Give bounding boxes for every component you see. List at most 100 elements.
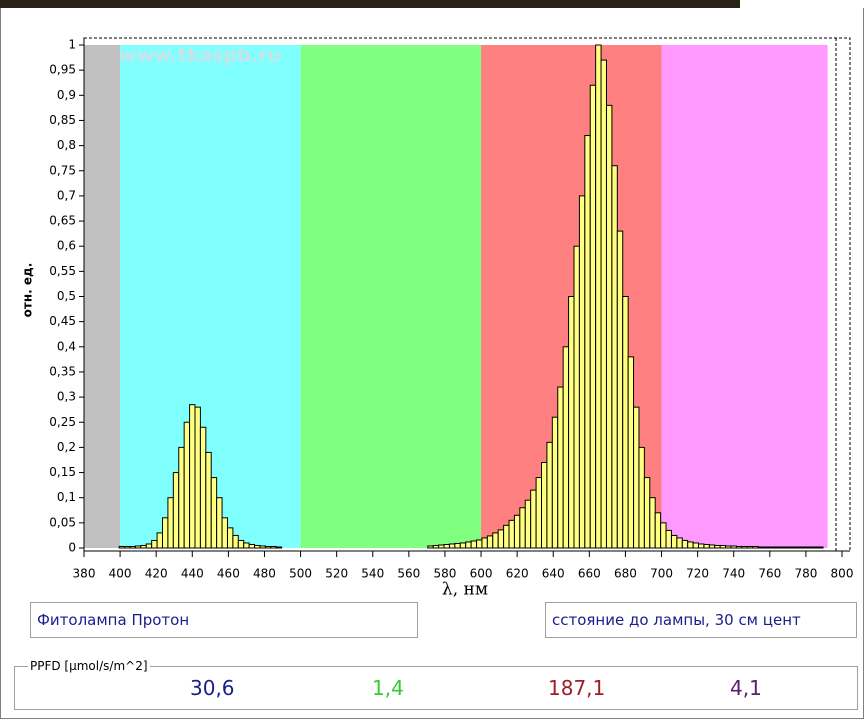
- bar: [768, 546, 775, 549]
- bar: [145, 543, 153, 549]
- ppfd-blue: 30,6: [190, 676, 235, 700]
- bar: [205, 451, 212, 549]
- bar: [226, 527, 234, 549]
- x-tick-label: 380: [73, 567, 96, 581]
- bar: [513, 514, 521, 549]
- bar: [432, 544, 440, 549]
- x-tick-label: 720: [686, 567, 709, 581]
- y-tick-label: 0,3: [57, 390, 76, 404]
- bar: [568, 296, 575, 549]
- bar: [151, 539, 158, 549]
- y-tick-label: 0,25: [49, 415, 76, 429]
- x-tick-label: 740: [722, 567, 745, 581]
- spectral-band: [661, 45, 828, 548]
- bar: [172, 472, 180, 549]
- bar: [681, 539, 689, 549]
- y-tick-label: 0,4: [57, 339, 76, 353]
- x-axis-label: λ, нм: [442, 580, 488, 600]
- bar: [194, 406, 201, 549]
- bar: [795, 546, 802, 549]
- x-tick-label: 420: [145, 567, 168, 581]
- bar: [530, 489, 537, 549]
- x-tick-label: 540: [361, 567, 384, 581]
- bar: [676, 537, 683, 549]
- y-tick-label: 0,75: [49, 163, 76, 177]
- y-tick-label: 0,6: [57, 239, 76, 253]
- bar: [448, 543, 456, 549]
- bar: [703, 543, 710, 549]
- lamp-name-field[interactable]: Фитолампа Протон: [30, 602, 418, 638]
- x-tick-label: 800: [831, 567, 854, 581]
- bar: [189, 404, 196, 549]
- bar: [725, 545, 732, 549]
- y-tick-label: 0,2: [57, 440, 76, 454]
- top-strip: [0, 0, 740, 8]
- bar: [508, 519, 515, 549]
- bar: [129, 545, 136, 549]
- bar: [454, 542, 461, 549]
- y-axis-label: отн. ед.: [21, 263, 35, 318]
- distance-field[interactable]: сстояние до лампы, 30 см цент: [545, 602, 857, 638]
- x-tick-label: 440: [181, 567, 204, 581]
- bar: [486, 535, 494, 549]
- y-tick-label: 0,15: [49, 465, 76, 479]
- spectral-band: [84, 45, 121, 548]
- bar: [670, 534, 678, 549]
- y-tick-label: 0,35: [49, 364, 76, 378]
- bar: [584, 135, 591, 549]
- y-tick-label: 0,7: [57, 188, 76, 202]
- ppfd-far-red: 4,1: [730, 676, 762, 700]
- bar: [578, 195, 586, 549]
- x-tick-label: 620: [506, 567, 529, 581]
- ppfd-green: 1,4: [372, 676, 404, 700]
- bar: [752, 545, 759, 549]
- bar: [259, 545, 266, 549]
- bar: [243, 542, 250, 549]
- y-tick-label: 1: [68, 38, 76, 52]
- x-tick-label: 680: [614, 567, 637, 581]
- bar: [178, 446, 185, 549]
- bar: [654, 512, 662, 549]
- spectral-band: [300, 45, 482, 548]
- y-tick-label: 0,05: [49, 515, 76, 529]
- bar: [470, 540, 478, 549]
- bar: [503, 524, 510, 549]
- bar: [573, 245, 580, 549]
- x-tick-label: 700: [650, 567, 673, 581]
- bar: [465, 541, 472, 549]
- bar: [811, 546, 819, 549]
- bar: [790, 546, 797, 549]
- x-tick-label: 660: [578, 567, 601, 581]
- x-tick-label: 760: [758, 567, 781, 581]
- x-tick-label: 560: [397, 567, 420, 581]
- bar: [757, 546, 764, 549]
- bar: [633, 406, 640, 549]
- bar: [183, 421, 191, 549]
- y-tick-label: 0: [68, 541, 76, 555]
- bar: [140, 544, 147, 549]
- bar: [199, 426, 207, 549]
- bar: [779, 546, 786, 549]
- bar: [600, 59, 607, 549]
- bar: [497, 529, 505, 549]
- bar: [541, 461, 548, 549]
- bar: [622, 296, 629, 549]
- bar: [557, 386, 564, 549]
- bar: [773, 546, 781, 549]
- bar: [162, 517, 169, 549]
- x-tick-label: 780: [794, 567, 817, 581]
- bar: [800, 546, 808, 549]
- bar: [476, 539, 483, 549]
- bar: [784, 546, 792, 549]
- bar: [237, 539, 245, 549]
- bar: [275, 546, 283, 549]
- ppfd-red: 187,1: [548, 676, 606, 700]
- ppfd-label: PPFD [µmol/s/m^2]: [28, 659, 150, 673]
- bar: [210, 477, 218, 549]
- bar: [665, 529, 672, 549]
- bar: [254, 544, 261, 549]
- bar: [746, 545, 754, 549]
- bar: [519, 507, 526, 549]
- bar: [124, 545, 131, 549]
